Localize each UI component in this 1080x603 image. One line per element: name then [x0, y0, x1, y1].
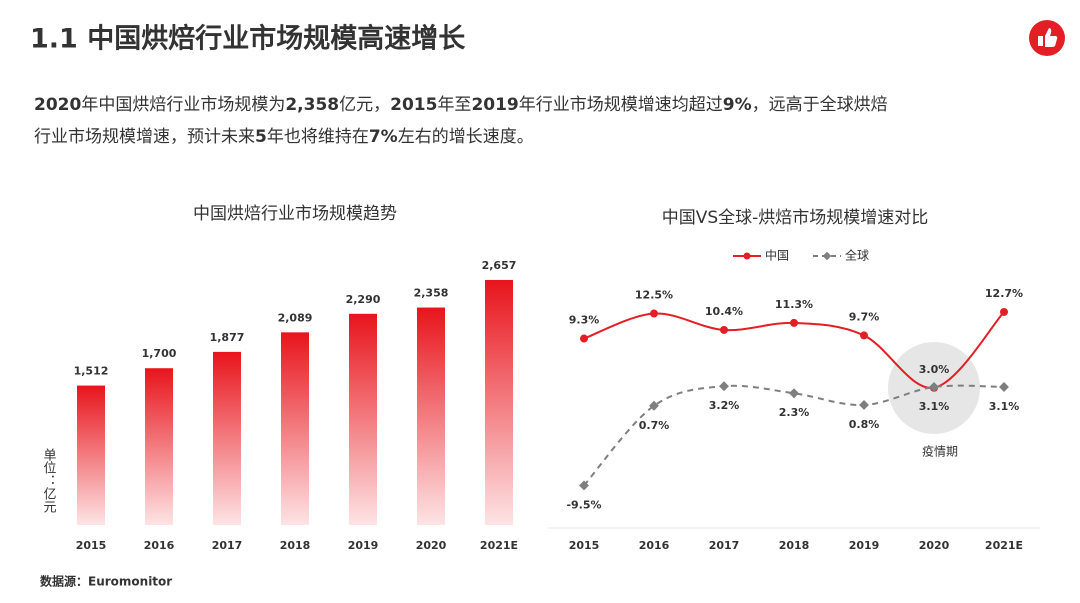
slide-title: 1.1 中国烘焙行业市场规模高速增长 [30, 23, 466, 55]
description-segment: 2,358 [285, 95, 339, 115]
value-label: 12.7% [985, 287, 1023, 300]
point [929, 382, 939, 392]
point [999, 382, 1009, 392]
x-tick-label: 2017 [709, 539, 740, 552]
value-label: 11.3% [775, 298, 813, 311]
x-tick-label: 2017 [212, 539, 243, 552]
x-tick-label: 2021E [985, 539, 1023, 552]
x-tick-label: 2020 [919, 539, 950, 552]
description-segment: 2020 [34, 95, 81, 115]
legend-marker [822, 251, 832, 261]
bar [145, 368, 173, 525]
value-label: -9.5% [566, 498, 601, 511]
description-segment: 行业市场规模增速，预计未来 [34, 127, 255, 147]
value-label: 3.2% [709, 399, 740, 412]
point [650, 309, 658, 318]
x-tick-label: 2016 [639, 539, 670, 552]
value-label: 9.3% [569, 314, 600, 327]
point [1000, 307, 1008, 316]
logo [1029, 20, 1065, 56]
value-label: 1,877 [210, 331, 245, 344]
point [860, 331, 868, 340]
description-segment: 亿元， [339, 95, 390, 115]
x-tick-label: 2020 [416, 539, 447, 552]
series-line [583, 384, 1005, 487]
bar [417, 307, 445, 525]
bar [349, 313, 377, 525]
x-tick-label: 2018 [280, 539, 311, 552]
x-tick-label: 2019 [348, 539, 379, 552]
point [789, 388, 799, 399]
description-segment: 9% [723, 95, 752, 115]
description-segment: 年行业市场规模增速均超过 [519, 95, 723, 115]
x-tick-label: 2015 [76, 539, 107, 552]
x-tick-label: 2018 [779, 539, 810, 552]
chart-title: 中国烘焙行业市场规模趋势 [193, 204, 397, 224]
bar [77, 385, 105, 525]
value-label: 0.7% [639, 419, 670, 432]
source: 数据源：Euromonitor [40, 574, 172, 589]
value-label: 2,290 [346, 293, 381, 306]
description-line: 2020年中国烘焙行业市场规模为2,358亿元，2015年至2019年行业市场规… [34, 95, 888, 115]
point [649, 400, 659, 411]
description-segment: 年中国烘焙行业市场规模为 [81, 95, 285, 115]
value-label: 12.5% [635, 289, 673, 302]
point [580, 334, 588, 343]
description-segment: 年也将维持在 [267, 127, 369, 147]
legend-label: 中国 [765, 248, 789, 263]
annotation: 疫情期 [922, 444, 958, 459]
value-label: 2.3% [779, 406, 810, 419]
x-tick-label: 2016 [144, 539, 175, 552]
description-segment: ，远高于全球烘焙 [752, 95, 888, 115]
description-segment: 7% [369, 127, 398, 147]
point [790, 318, 798, 327]
bar [485, 279, 513, 525]
point [719, 381, 729, 392]
x-tick-label: 2019 [849, 539, 880, 552]
description-line: 行业市场规模增速，预计未来5年也将维持在7%左右的增长速度。 [34, 127, 534, 147]
bar [213, 351, 241, 525]
value-label: 10.4% [705, 305, 743, 318]
value-label: 2,358 [414, 287, 449, 300]
point [720, 325, 728, 334]
legend-label: 全球 [845, 248, 869, 263]
description-segment: 5 [255, 127, 267, 147]
x-tick-label: 2015 [569, 539, 600, 552]
point [579, 480, 589, 491]
value-label: 2,089 [278, 311, 313, 324]
description-segment: 2019 [471, 95, 518, 115]
chart-title: 中国VS全球-烘焙市场规模增速对比 [662, 208, 929, 228]
description-segment: 2015 [390, 95, 437, 115]
x-tick-label: 2021E [480, 539, 518, 552]
value-label: 1,700 [142, 347, 177, 360]
unit-label: 单位：亿元 [41, 448, 57, 514]
description-segment: 年至 [437, 95, 471, 115]
value-label: 3.1% [989, 400, 1020, 413]
value-label: 9.7% [849, 310, 880, 323]
point [859, 400, 869, 410]
value-label: 3.0% [919, 363, 950, 376]
bar [281, 332, 309, 525]
value-label: 2,657 [482, 259, 517, 272]
value-label: 0.8% [849, 418, 880, 431]
value-label: 1,512 [74, 365, 109, 378]
legend-marker [743, 252, 751, 260]
value-label: 3.1% [919, 400, 950, 413]
description-segment: 左右的增长速度。 [398, 127, 534, 147]
